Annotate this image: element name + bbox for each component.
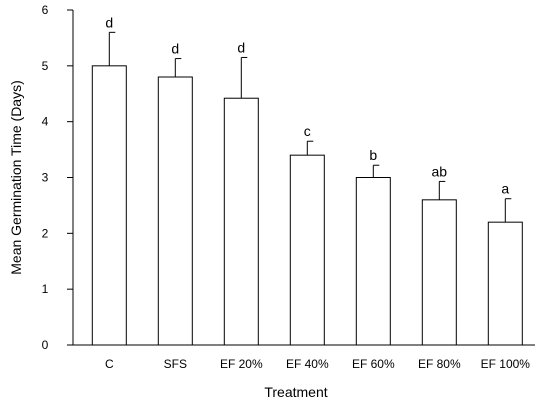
significance-label: c <box>304 123 311 139</box>
x-tick-label: EF 40% <box>286 357 329 371</box>
y-tick-label: 3 <box>42 171 49 185</box>
y-tick-label: 1 <box>42 282 49 296</box>
bar <box>91 65 127 346</box>
x-tick-label: EF 60% <box>352 357 395 371</box>
y-tick-label: 2 <box>42 226 49 240</box>
x-axis: C SFS EF 20% EF 40% EF 60% EF 80% EF 100% <box>73 344 535 371</box>
bars-group <box>91 65 523 346</box>
bar <box>355 177 391 346</box>
bar <box>421 199 457 346</box>
significance-labels-group: d d d c b ab a <box>105 14 509 196</box>
bar <box>487 221 523 346</box>
bar <box>289 154 325 346</box>
x-tick-label: EF 80% <box>418 357 461 371</box>
x-axis-title: Treatment <box>264 384 327 400</box>
significance-label: d <box>237 39 245 55</box>
x-tick-label: C <box>105 357 114 371</box>
y-axis-title: Mean Germination Time (Days) <box>8 80 24 275</box>
y-axis: 0 1 2 3 4 5 6 <box>42 3 74 352</box>
x-tick-label: SFS <box>164 357 187 371</box>
y-tick-label: 0 <box>42 338 49 352</box>
significance-label: d <box>105 14 113 30</box>
x-tick-label: EF 100% <box>481 357 531 371</box>
x-tick-label: EF 20% <box>220 357 263 371</box>
significance-label: a <box>501 181 509 197</box>
significance-label: b <box>369 147 377 163</box>
y-tick-label: 5 <box>42 59 49 73</box>
bar <box>157 76 193 346</box>
error-bars-group <box>108 31 512 223</box>
bar <box>223 97 259 346</box>
y-tick-label: 6 <box>42 3 49 17</box>
significance-label: ab <box>432 163 448 179</box>
y-tick-label: 4 <box>42 115 49 129</box>
significance-label: d <box>171 41 179 57</box>
